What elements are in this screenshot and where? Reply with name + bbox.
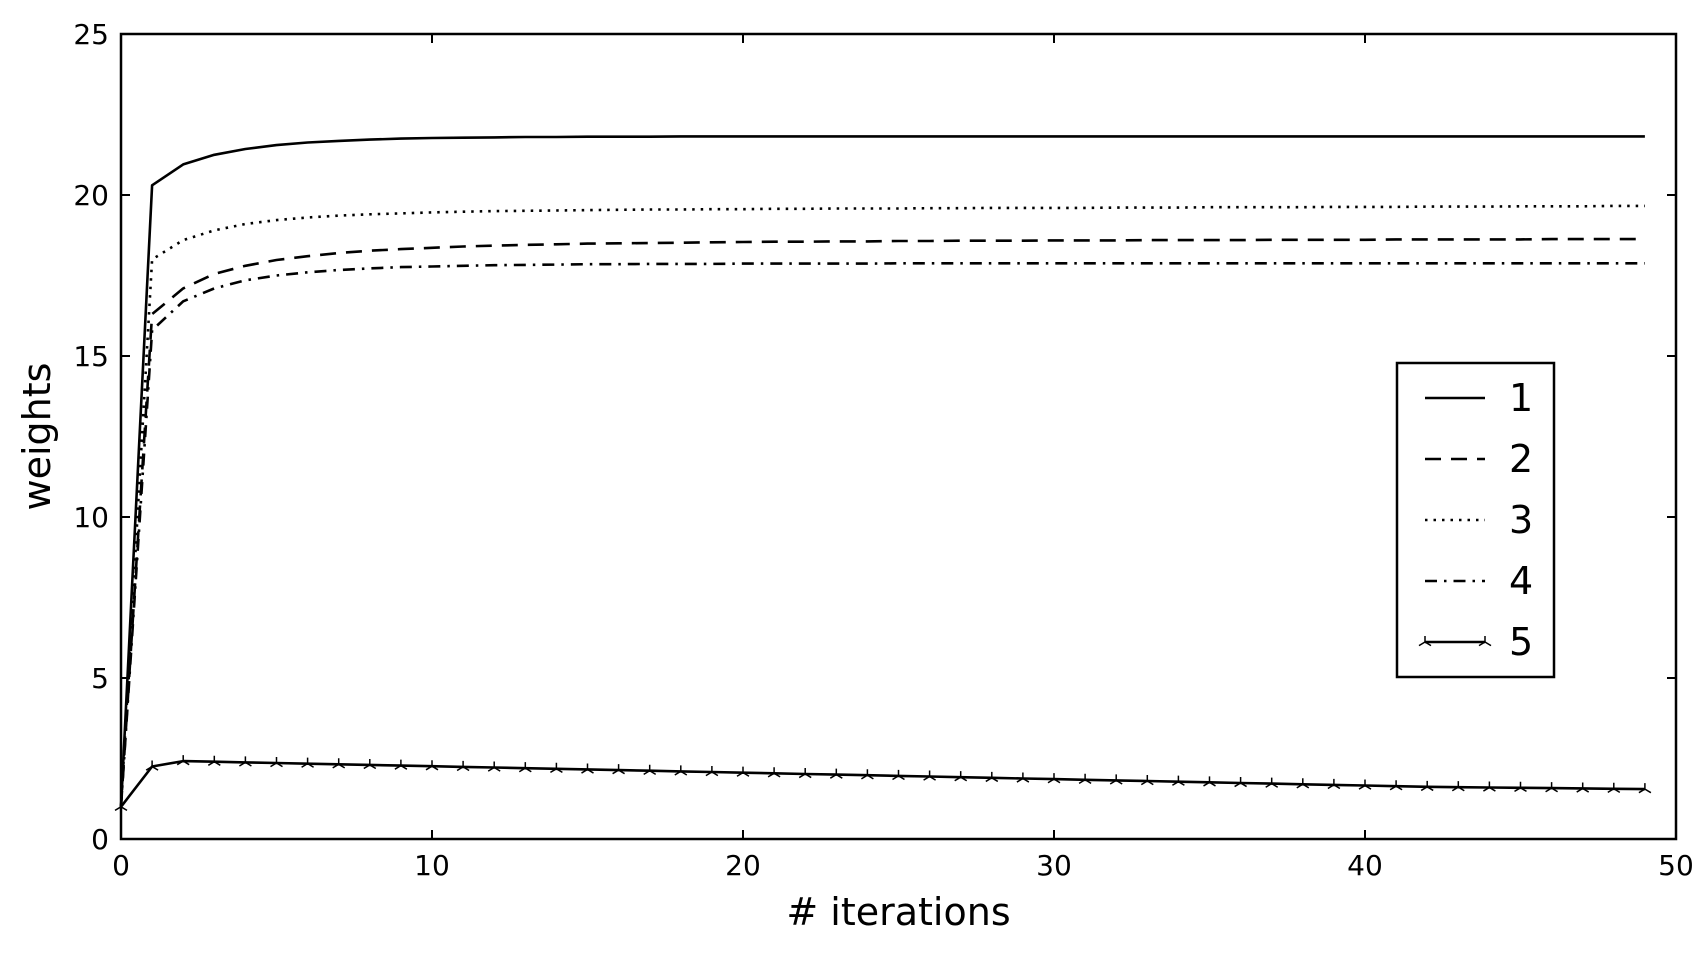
legend-label: 4: [1509, 559, 1533, 603]
data-point-marker: [176, 755, 190, 766]
x-tick-label: 40: [1347, 849, 1383, 882]
data-point-marker: [487, 761, 501, 772]
series-5: [114, 755, 1652, 812]
data-point-marker: [1514, 781, 1527, 793]
data-point-marker: [861, 769, 874, 780]
data-point-marker: [394, 759, 408, 770]
x-tick-label: 30: [1036, 849, 1072, 882]
series-line-4: [119, 261, 1645, 807]
data-point-marker: [1483, 781, 1496, 792]
data-point-marker: [239, 756, 252, 767]
data-point-marker: [518, 762, 532, 773]
data-point-marker: [425, 760, 439, 771]
data-point-marker: [954, 771, 968, 782]
x-tick-label: 0: [112, 849, 130, 882]
y-tick-label: 25: [73, 18, 109, 51]
y-tick-label: 10: [73, 501, 109, 534]
data-point-marker: [674, 765, 688, 776]
data-point-marker: [1078, 773, 1092, 784]
data-point-marker: [363, 758, 377, 770]
series-layer: [114, 135, 1652, 812]
series-line-2: [119, 237, 1645, 807]
data-point-marker: [798, 767, 812, 779]
data-point-marker: [1607, 782, 1621, 794]
legend-item-1: 1: [1425, 376, 1533, 420]
data-point-marker: [301, 757, 314, 768]
y-tick-label: 5: [91, 662, 109, 695]
data-point-marker: [1327, 778, 1341, 790]
data-point-marker: [1358, 779, 1372, 790]
data-point-marker: [1420, 780, 1434, 792]
series-1: [119, 135, 1645, 807]
y-tick-label: 15: [73, 340, 109, 373]
data-point-marker: [643, 764, 657, 775]
legend-label: 2: [1509, 437, 1533, 481]
x-tick-label: 10: [414, 849, 450, 882]
data-point-marker: [145, 760, 159, 771]
data-point-marker: [1389, 780, 1403, 791]
data-point-marker: [1296, 778, 1310, 789]
series-4: [119, 261, 1645, 807]
legend-item-5: 5: [1418, 620, 1533, 664]
data-point-marker: [270, 757, 283, 768]
legend-label: 3: [1509, 498, 1533, 542]
series-line-1: [119, 135, 1645, 807]
legend-label: 5: [1509, 620, 1533, 664]
data-point-marker: [1545, 782, 1558, 793]
data-point-marker: [1203, 776, 1216, 787]
legend-label: 1: [1509, 376, 1533, 420]
series-2: [119, 237, 1645, 807]
y-axis-label: weights: [15, 363, 59, 511]
x-axis-label: # iterations: [786, 890, 1010, 934]
data-point-marker: [1451, 781, 1465, 792]
data-point-marker: [581, 763, 594, 774]
legend-item-3: 3: [1425, 498, 1533, 542]
x-tick-label: 50: [1658, 849, 1694, 882]
data-point-marker: [332, 758, 346, 769]
series-line-3: [119, 204, 1645, 807]
data-point-marker: [1172, 775, 1185, 786]
data-point-marker: [1016, 772, 1030, 783]
data-point-marker: [1047, 773, 1061, 784]
data-point-marker: [892, 769, 905, 781]
y-tick-label: 20: [73, 179, 109, 212]
legend: 1 2 3 4 5: [1395, 361, 1556, 679]
data-point-marker: [767, 767, 781, 778]
data-point-marker: [1638, 783, 1652, 794]
x-tick-label: 20: [725, 849, 761, 882]
data-point-marker: [1140, 775, 1154, 786]
data-point-marker: [207, 755, 221, 766]
legend-item-4: 4: [1425, 559, 1533, 603]
series-3: [119, 204, 1645, 807]
data-point-marker: [923, 770, 936, 781]
data-point-marker: [705, 766, 719, 777]
data-point-marker: [1576, 782, 1590, 793]
series-line-5: [119, 759, 1645, 808]
y-tick-label: 0: [91, 823, 109, 856]
data-point-marker: [1265, 777, 1279, 788]
data-point-marker: [612, 764, 625, 775]
data-point-marker: [456, 760, 470, 772]
legend-marker: [1418, 636, 1492, 647]
legend-box: [1395, 361, 1556, 679]
data-point-marker: [736, 766, 750, 777]
data-point-marker: [829, 768, 843, 779]
data-point-marker: [985, 771, 999, 783]
legend-item-2: 2: [1425, 437, 1533, 481]
data-point-marker: [550, 762, 563, 774]
plot-frame: [119, 32, 1678, 841]
data-point-marker: [1109, 774, 1123, 785]
data-point-marker: [1234, 776, 1247, 788]
